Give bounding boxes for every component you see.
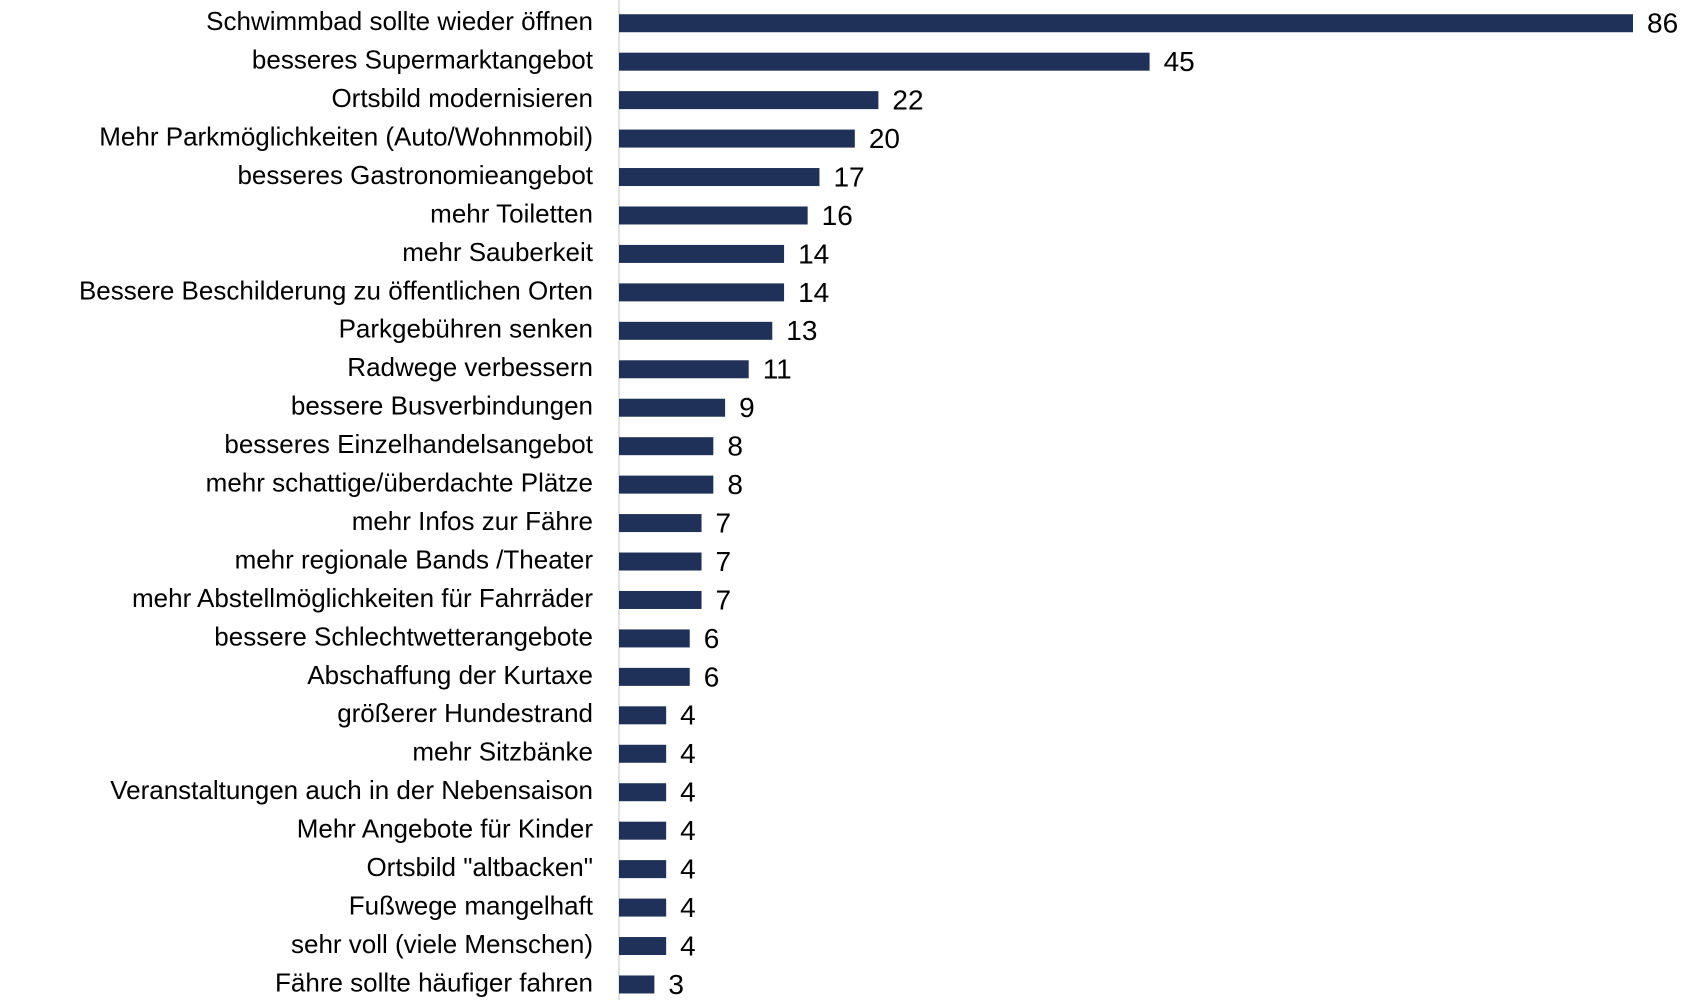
value-label: 6 xyxy=(704,623,720,654)
category-label: sehr voll (viele Menschen) xyxy=(291,929,593,959)
bar xyxy=(619,129,855,148)
category-label: mehr regionale Bands /Theater xyxy=(235,544,594,574)
category-label: mehr Abstellmöglichkeiten für Fahrräder xyxy=(132,583,593,613)
category-label: besseres Einzelhandelsangebot xyxy=(224,429,593,459)
category-label: mehr schattige/überdachte Plätze xyxy=(206,468,593,498)
bar xyxy=(619,475,714,494)
category-label: Bessere Beschilderung zu öffentlichen Or… xyxy=(79,275,593,305)
value-label: 4 xyxy=(680,854,696,885)
category-label: Schwimmbad sollte wieder öffnen xyxy=(206,6,593,36)
category-label: Radwege verbessern xyxy=(347,352,593,382)
value-label: 4 xyxy=(680,815,696,846)
bar xyxy=(619,552,702,571)
value-label: 4 xyxy=(680,738,696,769)
value-label: 7 xyxy=(716,507,732,538)
bar xyxy=(619,821,667,840)
category-label: Ortsbild modernisieren xyxy=(331,83,593,113)
bar xyxy=(619,91,879,110)
value-label: 86 xyxy=(1647,8,1678,39)
bar xyxy=(619,14,1633,33)
category-label: Mehr Angebote für Kinder xyxy=(297,814,594,844)
value-label: 8 xyxy=(727,469,743,500)
bar xyxy=(619,283,785,302)
value-label: 13 xyxy=(786,315,817,346)
value-label: 3 xyxy=(668,969,684,1000)
category-label: mehr Infos zur Fähre xyxy=(352,506,593,536)
value-label: 17 xyxy=(833,161,864,192)
category-label: Ortsbild "altbacken" xyxy=(366,852,593,882)
value-label: 4 xyxy=(680,700,696,731)
category-label: mehr Toiletten xyxy=(430,198,593,228)
bar xyxy=(619,206,808,225)
bar xyxy=(619,706,667,725)
value-label: 45 xyxy=(1164,46,1195,77)
category-label: besseres Supermarktangebot xyxy=(252,45,594,75)
bar xyxy=(619,667,690,686)
value-label: 7 xyxy=(716,546,732,577)
category-label: besseres Gastronomieangebot xyxy=(237,160,593,190)
bar xyxy=(619,437,714,456)
category-label: bessere Schlechtwetterangebote xyxy=(214,621,593,651)
bar xyxy=(619,360,749,379)
category-label: Mehr Parkmöglichkeiten (Auto/Wohnmobil) xyxy=(99,121,593,151)
value-label: 8 xyxy=(727,431,743,462)
value-label: 14 xyxy=(798,238,829,269)
bar xyxy=(619,590,702,609)
category-label: Parkgebühren senken xyxy=(339,314,593,344)
value-label: 20 xyxy=(869,123,900,154)
value-label: 9 xyxy=(739,392,755,423)
bar xyxy=(619,975,655,994)
category-label: bessere Busverbindungen xyxy=(291,391,593,421)
bar xyxy=(619,744,667,763)
category-label: mehr Sitzbänke xyxy=(412,737,593,767)
bar xyxy=(619,783,667,802)
bar xyxy=(619,168,820,187)
bar xyxy=(619,514,702,533)
bar xyxy=(619,629,690,648)
category-label: Veranstaltungen auch in der Nebensaison xyxy=(110,775,593,805)
bar xyxy=(619,860,667,879)
category-label: mehr Sauberkeit xyxy=(402,237,594,267)
category-label: größerer Hundestrand xyxy=(337,698,593,728)
value-label: 7 xyxy=(716,584,732,615)
bar xyxy=(619,937,667,956)
bar xyxy=(619,244,785,263)
value-label: 14 xyxy=(798,277,829,308)
category-label: Fähre sollte häufiger fahren xyxy=(275,967,593,997)
value-label: 4 xyxy=(680,930,696,961)
value-label: 6 xyxy=(704,661,720,692)
bar xyxy=(619,398,726,417)
value-label: 4 xyxy=(680,777,696,808)
bar xyxy=(619,52,1150,71)
value-label: 4 xyxy=(680,892,696,923)
value-label: 16 xyxy=(822,200,853,231)
category-label: Fußwege mangelhaft xyxy=(349,890,594,920)
value-label: 11 xyxy=(763,354,792,385)
bar xyxy=(619,321,773,340)
bar xyxy=(619,898,667,917)
category-label: Abschaffung der Kurtaxe xyxy=(307,660,593,690)
value-label: 22 xyxy=(892,85,923,116)
